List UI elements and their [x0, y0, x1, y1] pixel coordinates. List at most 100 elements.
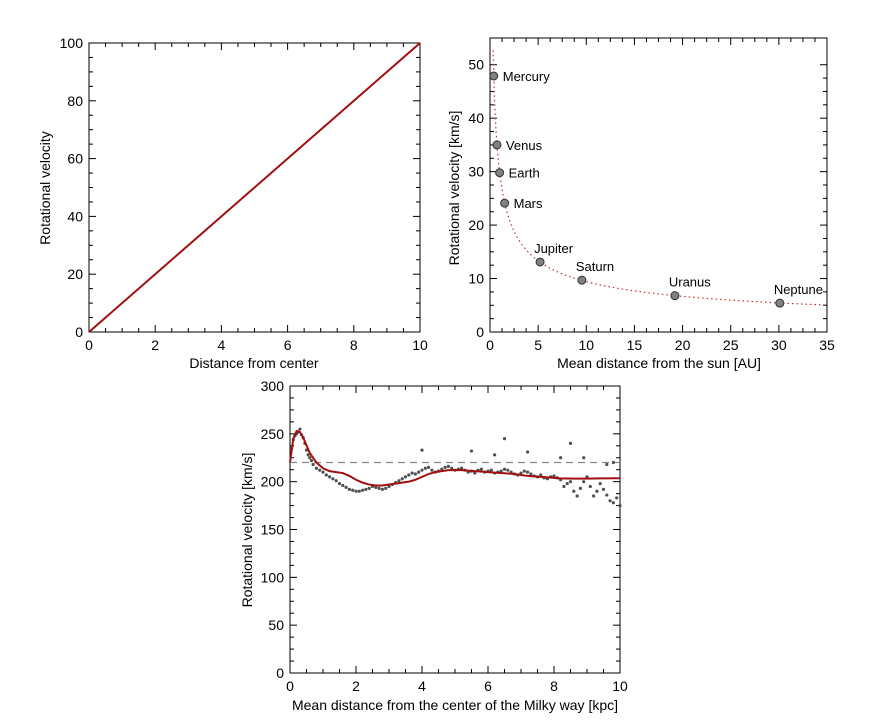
chart2-y-tick-label: 20	[468, 217, 484, 233]
chart3-data-point	[598, 481, 602, 486]
chart2-point-label: Venus	[506, 138, 543, 153]
chart3-data-point	[611, 460, 616, 465]
chart3-y-tick-label: 300	[261, 378, 285, 394]
chart2-point-uranus	[670, 291, 680, 301]
chart3-data-point	[479, 467, 483, 471]
chart1-y-tick-label: 100	[60, 35, 84, 51]
chart2-y-tick-label: 40	[468, 110, 484, 126]
chart3-data-point	[351, 488, 355, 492]
chart3-data-point	[341, 483, 345, 488]
chart2-x-tick-label: 30	[771, 337, 787, 353]
chart3-data-point	[601, 487, 606, 491]
chart3-data-point	[572, 489, 576, 493]
chart3-y-tick-label: 0	[276, 665, 284, 681]
chart3-data-point	[337, 481, 342, 486]
chart3-data-point	[460, 466, 464, 470]
chart2-point-label: Jupiter	[534, 241, 574, 256]
chart1-x-tick-label: 4	[218, 337, 226, 353]
chart3-data-point	[400, 477, 404, 481]
chart3-y-tick-label: 50	[268, 617, 284, 633]
chart3-data-point	[588, 484, 592, 489]
chart2-x-axis-label: Mean distance from the sun [AU]	[557, 355, 761, 371]
chart3-x-tick-label: 4	[418, 678, 426, 694]
chart3-data-point	[562, 484, 566, 489]
chart2-point-jupiter	[535, 257, 545, 267]
chart3-x-axis-label: Mean distance from the center of the Mil…	[292, 697, 618, 713]
chart3-data-point	[364, 487, 368, 491]
chart2-point-mercury	[489, 71, 499, 81]
milky-way-rotation-chart: Mean distance from the center of the Mil…	[239, 378, 628, 713]
chart3-data-point	[328, 475, 332, 479]
chart3-data-point	[611, 501, 616, 505]
chart3-data-point	[615, 496, 619, 500]
chart3-data-point	[608, 499, 612, 503]
chart1-series-line	[88, 42, 421, 333]
chart2-x-tick-label: 5	[534, 337, 542, 353]
chart2-x-tick-label: 0	[486, 337, 494, 353]
chart2-point-venus	[492, 140, 502, 150]
chart3-data-point	[502, 467, 507, 471]
chart2-point-label: Mercury	[503, 69, 550, 84]
chart3-data-point	[377, 486, 381, 490]
chart3-data-point	[618, 503, 622, 508]
chart2-point-label: Saturn	[576, 259, 614, 274]
chart3-data-point	[324, 473, 328, 477]
chart3-data-point	[367, 486, 371, 490]
chart2-fit-curve	[492, 50, 827, 306]
chart3-y-tick-label: 100	[261, 569, 285, 585]
chart1-x-axis-label: Distance from center	[189, 355, 318, 371]
chart3-data-point	[410, 471, 414, 475]
chart3-data-point	[502, 437, 507, 441]
chart3-data-point	[582, 456, 586, 460]
chart3-y-tick-label: 150	[261, 522, 285, 538]
chart3-x-tick-label: 2	[352, 678, 360, 694]
chart1-y-tick-label: 20	[67, 266, 83, 282]
solar-system-rotation-chart: Mean distance from the sun [AU] Rotation…	[446, 37, 835, 371]
chart3-data-point	[407, 473, 411, 477]
chart2-y-tick-label: 50	[468, 57, 484, 73]
chart3-plot-frame	[289, 385, 621, 674]
chart3-data-point	[403, 475, 408, 479]
chart3-data-point	[314, 466, 318, 470]
chart2-point-label: Uranus	[669, 275, 711, 290]
chart1-x-tick-label: 8	[350, 337, 358, 353]
chart3-data-point	[568, 441, 573, 445]
chart3-data-point	[298, 427, 302, 431]
chart3-data-point	[489, 468, 493, 472]
chart3-data-point	[605, 462, 609, 467]
chart3-data-point	[384, 486, 388, 490]
chart3-data-point	[582, 480, 586, 484]
chart3-y-tick-label: 250	[261, 426, 285, 442]
chart1-y-tick-label: 80	[67, 93, 83, 109]
chart3-data-point	[413, 472, 417, 476]
chart2-point-earth	[495, 168, 505, 178]
chart3-data-point	[427, 465, 431, 469]
chart3-data-point	[331, 477, 335, 481]
chart3-fit-curve	[289, 429, 620, 487]
chart3-data-point	[529, 472, 533, 476]
chart2-point-label: Neptune	[774, 282, 823, 297]
chart3-data-point	[344, 485, 348, 490]
chart3-data-point	[308, 456, 312, 460]
chart2-y-tick-label: 30	[468, 164, 484, 180]
chart3-data-point	[354, 489, 358, 493]
chart3-data-point	[605, 493, 609, 497]
chart3-data-point	[357, 489, 361, 493]
chart3-data-point	[423, 466, 427, 470]
chart2-point-label: Earth	[509, 166, 540, 181]
chart1-x-tick-label: 0	[85, 337, 93, 353]
chart3-data-point	[417, 470, 421, 474]
chart3-data-point	[374, 485, 378, 490]
chart3-data-point	[592, 494, 596, 498]
chart2-y-tick-label: 10	[468, 271, 484, 287]
chart3-data-point	[595, 489, 599, 493]
chart3-data-point	[450, 466, 454, 470]
chart2-point-label: Mars	[514, 196, 543, 211]
chart3-data-point	[578, 486, 583, 490]
chart1-x-tick-label: 2	[151, 337, 159, 353]
chart3-data-point	[559, 456, 563, 460]
chart1-y-axis-label: Rotational velocity	[37, 131, 53, 245]
chart2-point-neptune	[775, 298, 785, 308]
chart3-data-point	[446, 464, 450, 468]
